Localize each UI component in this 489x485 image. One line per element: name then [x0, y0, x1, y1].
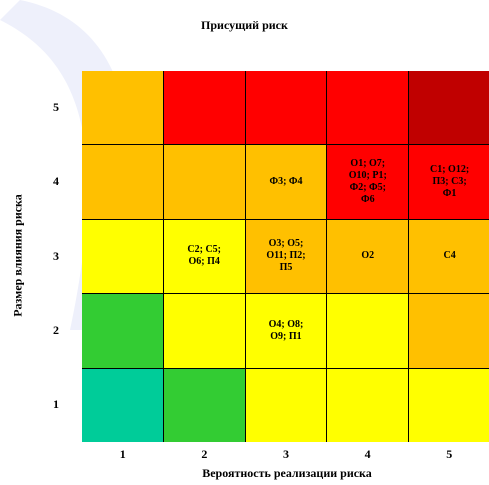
x-tick-label: 3: [283, 447, 289, 461]
x-tick-label: 4: [364, 447, 371, 461]
matrix-cell: [82, 219, 163, 294]
matrix-cell: С1; О12; П3; С3; Ф1: [409, 145, 489, 219]
matrix-cell: О1; О7; О10; Р1; Ф2; Ф5; Ф6: [327, 145, 409, 219]
matrix-cell: О4; О8; О9; П1: [245, 294, 327, 368]
matrix-cell: [163, 71, 245, 145]
matrix-cell: [82, 294, 163, 368]
matrix-cell: С4: [409, 219, 489, 294]
cell-label: С2; С5; О6; П4: [187, 244, 221, 268]
matrix-cell: [82, 145, 163, 219]
matrix-cell: О3; О5; О11; П2; П5: [245, 219, 327, 294]
x-tick-label: 1: [119, 447, 126, 461]
cell-label: С4: [443, 250, 456, 262]
chart-title: Присущий риск: [201, 18, 288, 32]
cell-label: Ф3; Ф4: [269, 176, 303, 188]
matrix-cell: [163, 145, 245, 219]
matrix-cell: [327, 368, 409, 442]
matrix-cell: [327, 71, 409, 145]
x-axis-label: Вероятность реализации риска: [202, 466, 372, 480]
matrix-cell: О2: [327, 219, 409, 294]
cell-label: С1; О12; П3; С3; Ф1: [430, 164, 470, 200]
y-tick-label: 3: [53, 248, 59, 263]
matrix-cell: [409, 71, 489, 145]
risk-matrix: Ф3; Ф4 О1; О7; О10; Р1; Ф2; Ф5; Ф6 С1; О12…: [82, 71, 489, 442]
y-tick-label: 5: [53, 100, 59, 115]
matrix-cell: [163, 368, 245, 442]
cell-label: О2: [361, 250, 375, 262]
cell-label: О4; О8; О9; П1: [268, 318, 304, 342]
matrix-cell: [163, 294, 245, 368]
cell-label: О1; О7; О10; Р1; Ф2; Ф5; Ф6: [348, 158, 387, 206]
matrix-cell: [245, 71, 327, 145]
matrix-cell: [245, 368, 327, 442]
x-tick-label: 2: [201, 447, 208, 461]
matrix-cell: Ф3; Ф4: [245, 145, 327, 219]
y-tick-label: 4: [53, 174, 59, 189]
matrix-cell: [409, 294, 489, 368]
matrix-cell: [409, 368, 489, 442]
matrix-cell: [82, 71, 163, 145]
y-tick-label: 1: [53, 396, 59, 411]
y-tick-label: 2: [53, 322, 59, 337]
y-axis-label: Размер влияния риска: [10, 194, 25, 317]
cell-label: О3; О5; О11; П2; П5: [266, 238, 306, 274]
matrix-cell: С2; С5; О6; П4: [163, 219, 245, 294]
x-tick-label: 5: [446, 447, 453, 461]
matrix-cell: [327, 294, 409, 368]
matrix-cell: [82, 368, 163, 442]
